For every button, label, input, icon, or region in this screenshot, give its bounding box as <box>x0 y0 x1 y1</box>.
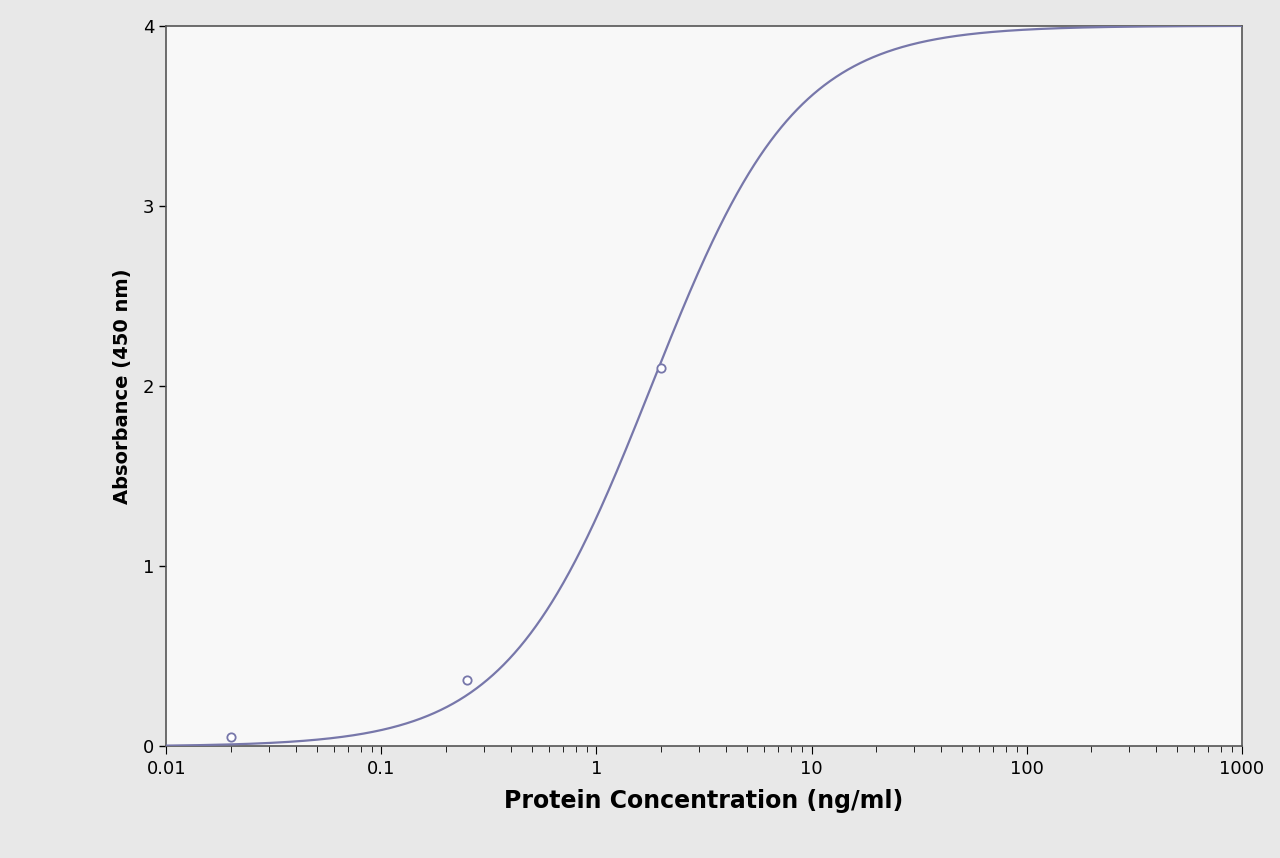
X-axis label: Protein Concentration (ng/ml): Protein Concentration (ng/ml) <box>504 789 904 813</box>
Y-axis label: Absorbance (450 nm): Absorbance (450 nm) <box>113 269 132 504</box>
